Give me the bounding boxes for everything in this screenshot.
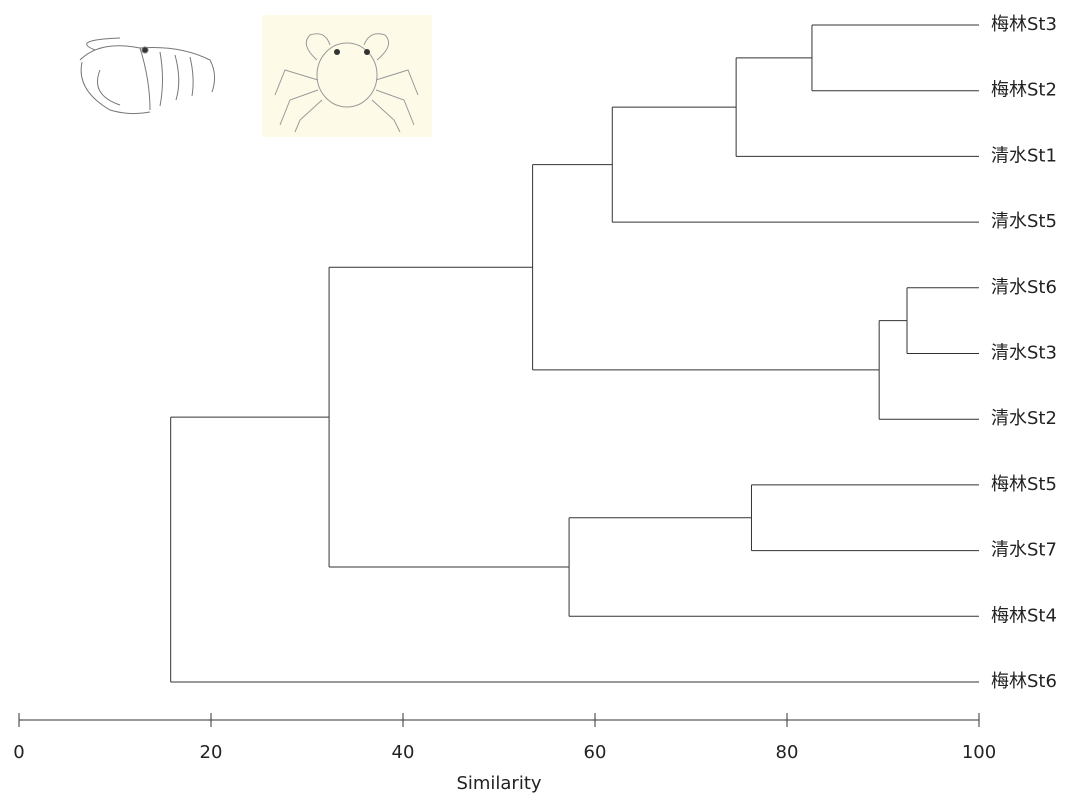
- leaf-label: 梅林St4: [991, 605, 1057, 626]
- crab-illustration: [262, 15, 432, 137]
- leaf-label: 梅林St6: [991, 671, 1057, 692]
- leaf-label: 清水St7: [991, 540, 1057, 561]
- x-tick-label: 60: [584, 742, 607, 763]
- leaf-label: 梅林St2: [991, 80, 1057, 101]
- x-tick-label: 20: [200, 742, 223, 763]
- leaf-label: 清水St5: [991, 211, 1057, 232]
- x-axis-label: Similarity: [456, 773, 541, 794]
- x-tick-label: 40: [392, 742, 415, 763]
- leaf-label: 清水St3: [991, 343, 1057, 364]
- leaf-label: 清水St6: [991, 277, 1057, 298]
- leaf-label: 梅林St3: [991, 14, 1057, 35]
- leaf-label: 清水St2: [991, 408, 1057, 429]
- x-tick-label: 0: [13, 742, 24, 763]
- shrimp-illustration: [79, 37, 216, 115]
- x-tick-label: 80: [776, 742, 799, 763]
- leaf-label: 梅林St5: [991, 474, 1057, 495]
- leaf-label: 清水St1: [991, 145, 1057, 166]
- x-tick-label: 100: [962, 742, 996, 763]
